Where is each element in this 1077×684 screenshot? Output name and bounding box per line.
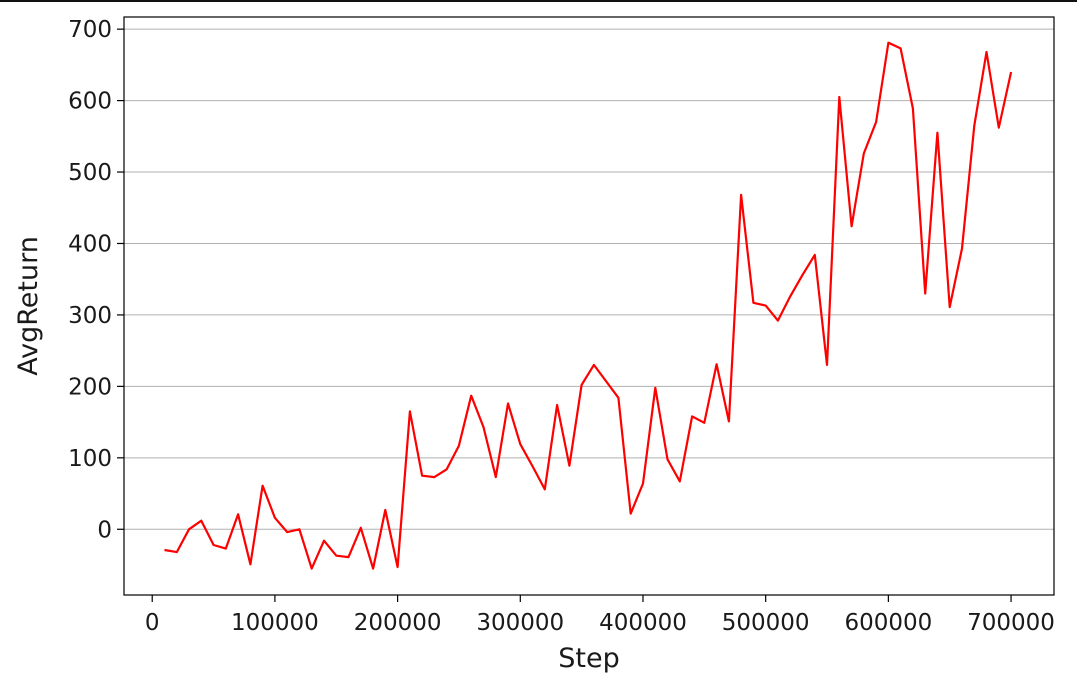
x-tick-label: 0: [145, 610, 160, 636]
y-tick-label: 400: [68, 231, 112, 257]
y-tick-label: 500: [68, 160, 112, 186]
x-tick-label: 400000: [599, 610, 687, 636]
y-tick-label: 200: [68, 374, 112, 400]
y-tick-label: 300: [68, 303, 112, 329]
top-border: [0, 0, 1077, 2]
x-tick-label: 600000: [844, 610, 932, 636]
y-tick-label: 600: [68, 89, 112, 115]
x-tick-label: 300000: [476, 610, 564, 636]
x-tick-label: 200000: [354, 610, 442, 636]
plot-frame: [123, 16, 1055, 596]
x-tick-label: 100000: [231, 610, 319, 636]
x-axis: 0 100000 200000 300000 400000 500000 600000 700…: [145, 595, 1055, 636]
series-line: [164, 41, 1013, 570]
y-tick-label: 100: [68, 446, 112, 472]
grid: [124, 28, 1054, 530]
y-axis: 0 100 200 300 400 500 600 700: [68, 17, 124, 543]
x-tick-label: 700000: [967, 610, 1055, 636]
x-axis-label: Step: [558, 643, 619, 674]
y-axis-label: AvgReturn: [13, 236, 44, 376]
y-tick-label: 0: [97, 517, 112, 543]
y-tick-label: 700: [68, 17, 112, 43]
x-tick-label: 500000: [722, 610, 810, 636]
series-layer: [164, 41, 1013, 570]
